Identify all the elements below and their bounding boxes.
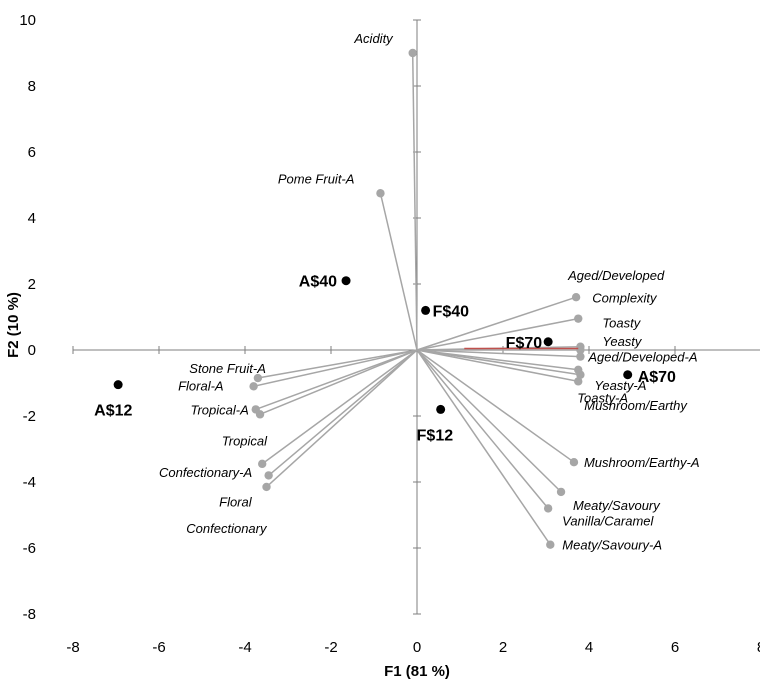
x-tick-label: -8 [66, 639, 79, 656]
variable-vectors: Acidity Pome Fruit-A Aged/Developed Complex… [159, 31, 700, 553]
variable-label: Confectionary [186, 521, 268, 536]
variable-point [571, 293, 581, 302]
y-tick-label: 10 [19, 12, 36, 29]
variable-vector [416, 349, 579, 383]
observation-point [341, 276, 351, 286]
variable-label: Stone Fruit-A [189, 361, 266, 376]
variable-point [262, 482, 271, 492]
y-axis-title: F2 (10 %) [5, 292, 22, 358]
variable-vector [416, 349, 549, 509]
variable-point [556, 487, 566, 497]
y-tick-label: 6 [28, 144, 36, 161]
y-tick-label: -4 [23, 474, 36, 491]
observation-point [113, 380, 123, 390]
variable-point [258, 459, 267, 469]
y-tick-label: -2 [23, 408, 36, 425]
y-tick-label: 4 [28, 210, 36, 227]
variable-vector [416, 349, 579, 371]
variable-vector [416, 349, 575, 463]
variable-label: Confectionary-A [159, 465, 252, 480]
variable-vector [416, 349, 562, 493]
variable-point [264, 471, 273, 480]
variable-label: Toasty [602, 316, 641, 331]
variable-point [569, 458, 579, 467]
variable-label: Tropical [222, 433, 268, 448]
observation-points: A$12 A$40 F$40 F$70 A$70 F$12 [94, 274, 676, 445]
variable-label: Yeasty [602, 334, 643, 349]
variable-vector [255, 349, 418, 411]
variable-vector [416, 349, 581, 376]
y-tick-label: -8 [23, 606, 36, 623]
variable-label: Toasty-A [577, 390, 628, 405]
variable-point [546, 540, 555, 549]
x-tick-label: -4 [238, 639, 251, 656]
variable-point [376, 189, 385, 198]
variable-label: Aged/Developed [567, 268, 665, 283]
x-axis-title: F1 (81 %) [384, 663, 450, 680]
variable-point [574, 314, 583, 323]
variable-vector [379, 193, 418, 351]
variable-point [408, 48, 417, 58]
x-tick-label: 8 [757, 639, 760, 656]
variable-vector [416, 296, 577, 351]
x-tick-label: -6 [152, 639, 165, 656]
observation-point [421, 305, 431, 315]
variable-label: Pome Fruit-A [278, 171, 355, 186]
variable-label: Meaty/Savoury-A [562, 538, 662, 553]
variable-point [576, 352, 585, 361]
variable-vector [253, 349, 418, 388]
variable-label: Mushroom/Earthy [584, 398, 688, 413]
observation-label: F$40 [433, 303, 470, 320]
variable-label: Vanilla/Caramel [562, 513, 654, 528]
variable-vector [257, 349, 418, 379]
variable-label: Floral-A [178, 378, 224, 393]
variable-label: Acidity [353, 31, 394, 46]
variable-label: Yeasty-A [594, 378, 646, 393]
observation-point [623, 370, 633, 380]
axes: -8 -6 -4 -2 0 2 4 6 8 -8 -6 -4 -2 0 2 4 6 8 10 [19, 12, 760, 656]
variable-point [253, 373, 263, 383]
variable-label: Meaty/Savoury [573, 498, 661, 513]
variable-point [543, 504, 553, 513]
y-tick-label: -6 [23, 540, 36, 557]
observation-label: F$12 [417, 427, 454, 444]
variable-vector [268, 349, 418, 476]
observation-point [543, 337, 553, 347]
variable-point [249, 382, 258, 391]
variable-vector [416, 349, 581, 358]
variable-vector [261, 349, 418, 465]
y-tick-label: 8 [28, 78, 36, 95]
y-tick-label: 0 [28, 342, 36, 359]
observation-label: F$70 [506, 335, 543, 352]
variable-label: Floral [219, 494, 253, 509]
variable-point [576, 345, 585, 355]
variable-label: Aged/Developed-A [587, 350, 697, 365]
x-tick-label: 4 [585, 639, 593, 656]
variable-point [574, 365, 583, 374]
variable-vector [411, 52, 418, 351]
y-tick-label: 2 [28, 276, 36, 293]
variable-label: Tropical-A [190, 402, 248, 417]
variable-point [255, 410, 265, 419]
x-tick-label: -2 [324, 639, 337, 656]
variable-label: Complexity [592, 291, 658, 306]
observation-label: A$40 [299, 274, 337, 291]
x-tick-label: 2 [499, 639, 507, 656]
observation-point [436, 404, 446, 414]
variable-vector [265, 349, 418, 488]
x-tick-label: 0 [413, 639, 421, 656]
observation-label: A$70 [638, 369, 676, 386]
variable-vector [259, 349, 418, 416]
x-tick-label: 6 [671, 639, 679, 656]
observation-label: A$12 [94, 403, 132, 420]
variable-vector [416, 349, 551, 546]
variable-label: Mushroom/Earthy-A [584, 455, 700, 470]
variable-point [574, 377, 583, 386]
variable-vector [416, 317, 579, 351]
